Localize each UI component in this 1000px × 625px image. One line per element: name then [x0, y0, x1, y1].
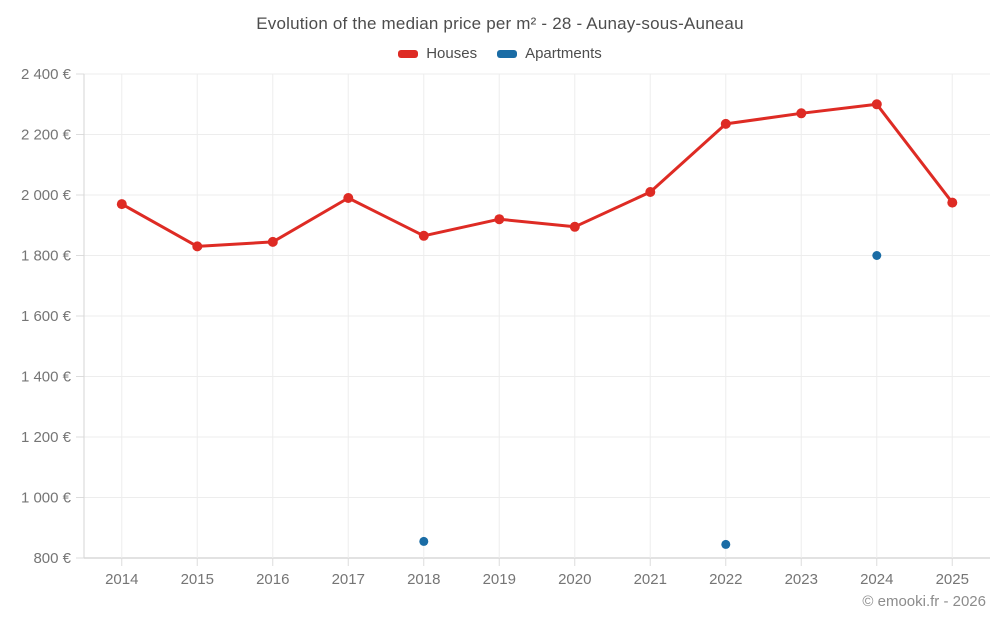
- y-axis-label: 1 200 €: [21, 429, 72, 446]
- y-axis-label: 1 800 €: [21, 248, 72, 265]
- legend-label-apartments: Apartments: [525, 45, 602, 62]
- data-point-houses-2018[interactable]: [418, 230, 429, 241]
- data-point-houses-2019[interactable]: [494, 214, 505, 225]
- x-axis-label: 2016: [256, 571, 289, 588]
- x-axis-label: 2022: [709, 571, 742, 588]
- x-axis-label: 2014: [105, 571, 138, 588]
- data-point-houses-2016[interactable]: [267, 236, 278, 247]
- x-axis-label: 2023: [785, 571, 818, 588]
- series-line-houses: [120, 102, 954, 248]
- data-point-houses-2015[interactable]: [192, 241, 203, 252]
- y-axis-label: 1 000 €: [21, 490, 72, 507]
- y-axis-label: 2 000 €: [21, 187, 72, 204]
- legend-item-houses[interactable]: Houses: [398, 45, 477, 62]
- chart-title: Evolution of the median price per m² - 2…: [256, 14, 744, 33]
- data-point-apartments-2018[interactable]: [419, 536, 429, 546]
- data-point-houses-2025[interactable]: [947, 197, 958, 208]
- data-point-houses-2020[interactable]: [569, 221, 580, 232]
- y-axis-label: 2 200 €: [21, 127, 72, 144]
- y-axis-label: 1 400 €: [21, 369, 72, 386]
- data-point-houses-2022[interactable]: [720, 118, 731, 129]
- legend-label-houses: Houses: [426, 45, 478, 62]
- y-axis-label: 800 €: [33, 550, 71, 567]
- x-axis-label: 2025: [936, 571, 969, 588]
- x-axis-label: 2015: [181, 571, 214, 588]
- y-axis-label: 1 600 €: [21, 308, 72, 325]
- data-point-houses-2024[interactable]: [871, 99, 882, 110]
- x-axis-label: 2021: [634, 571, 667, 588]
- houses-series-swatch: [398, 49, 419, 58]
- data-point-houses-2023[interactable]: [796, 108, 807, 119]
- apartments-series-swatch: [497, 49, 518, 58]
- y-axis-label: 2 400 €: [21, 66, 72, 83]
- chart-legend: Houses Apartments: [0, 45, 1000, 62]
- legend-item-apartments[interactable]: Apartments: [497, 45, 602, 62]
- x-axis-label: 2017: [332, 571, 365, 588]
- x-axis-label: 2019: [483, 571, 516, 588]
- data-point-houses-2017[interactable]: [343, 193, 354, 203]
- x-axis-label: 2020: [558, 571, 591, 588]
- data-point-apartments-2022[interactable]: [721, 539, 731, 549]
- data-point-apartments-2024[interactable]: [872, 251, 882, 260]
- data-point-houses-2014[interactable]: [116, 199, 127, 210]
- data-point-houses-2021[interactable]: [645, 187, 656, 197]
- copyright-text: © emooki.fr - 2026: [862, 593, 986, 610]
- x-axis-label: 2018: [407, 571, 440, 588]
- x-axis-label: 2024: [860, 571, 893, 588]
